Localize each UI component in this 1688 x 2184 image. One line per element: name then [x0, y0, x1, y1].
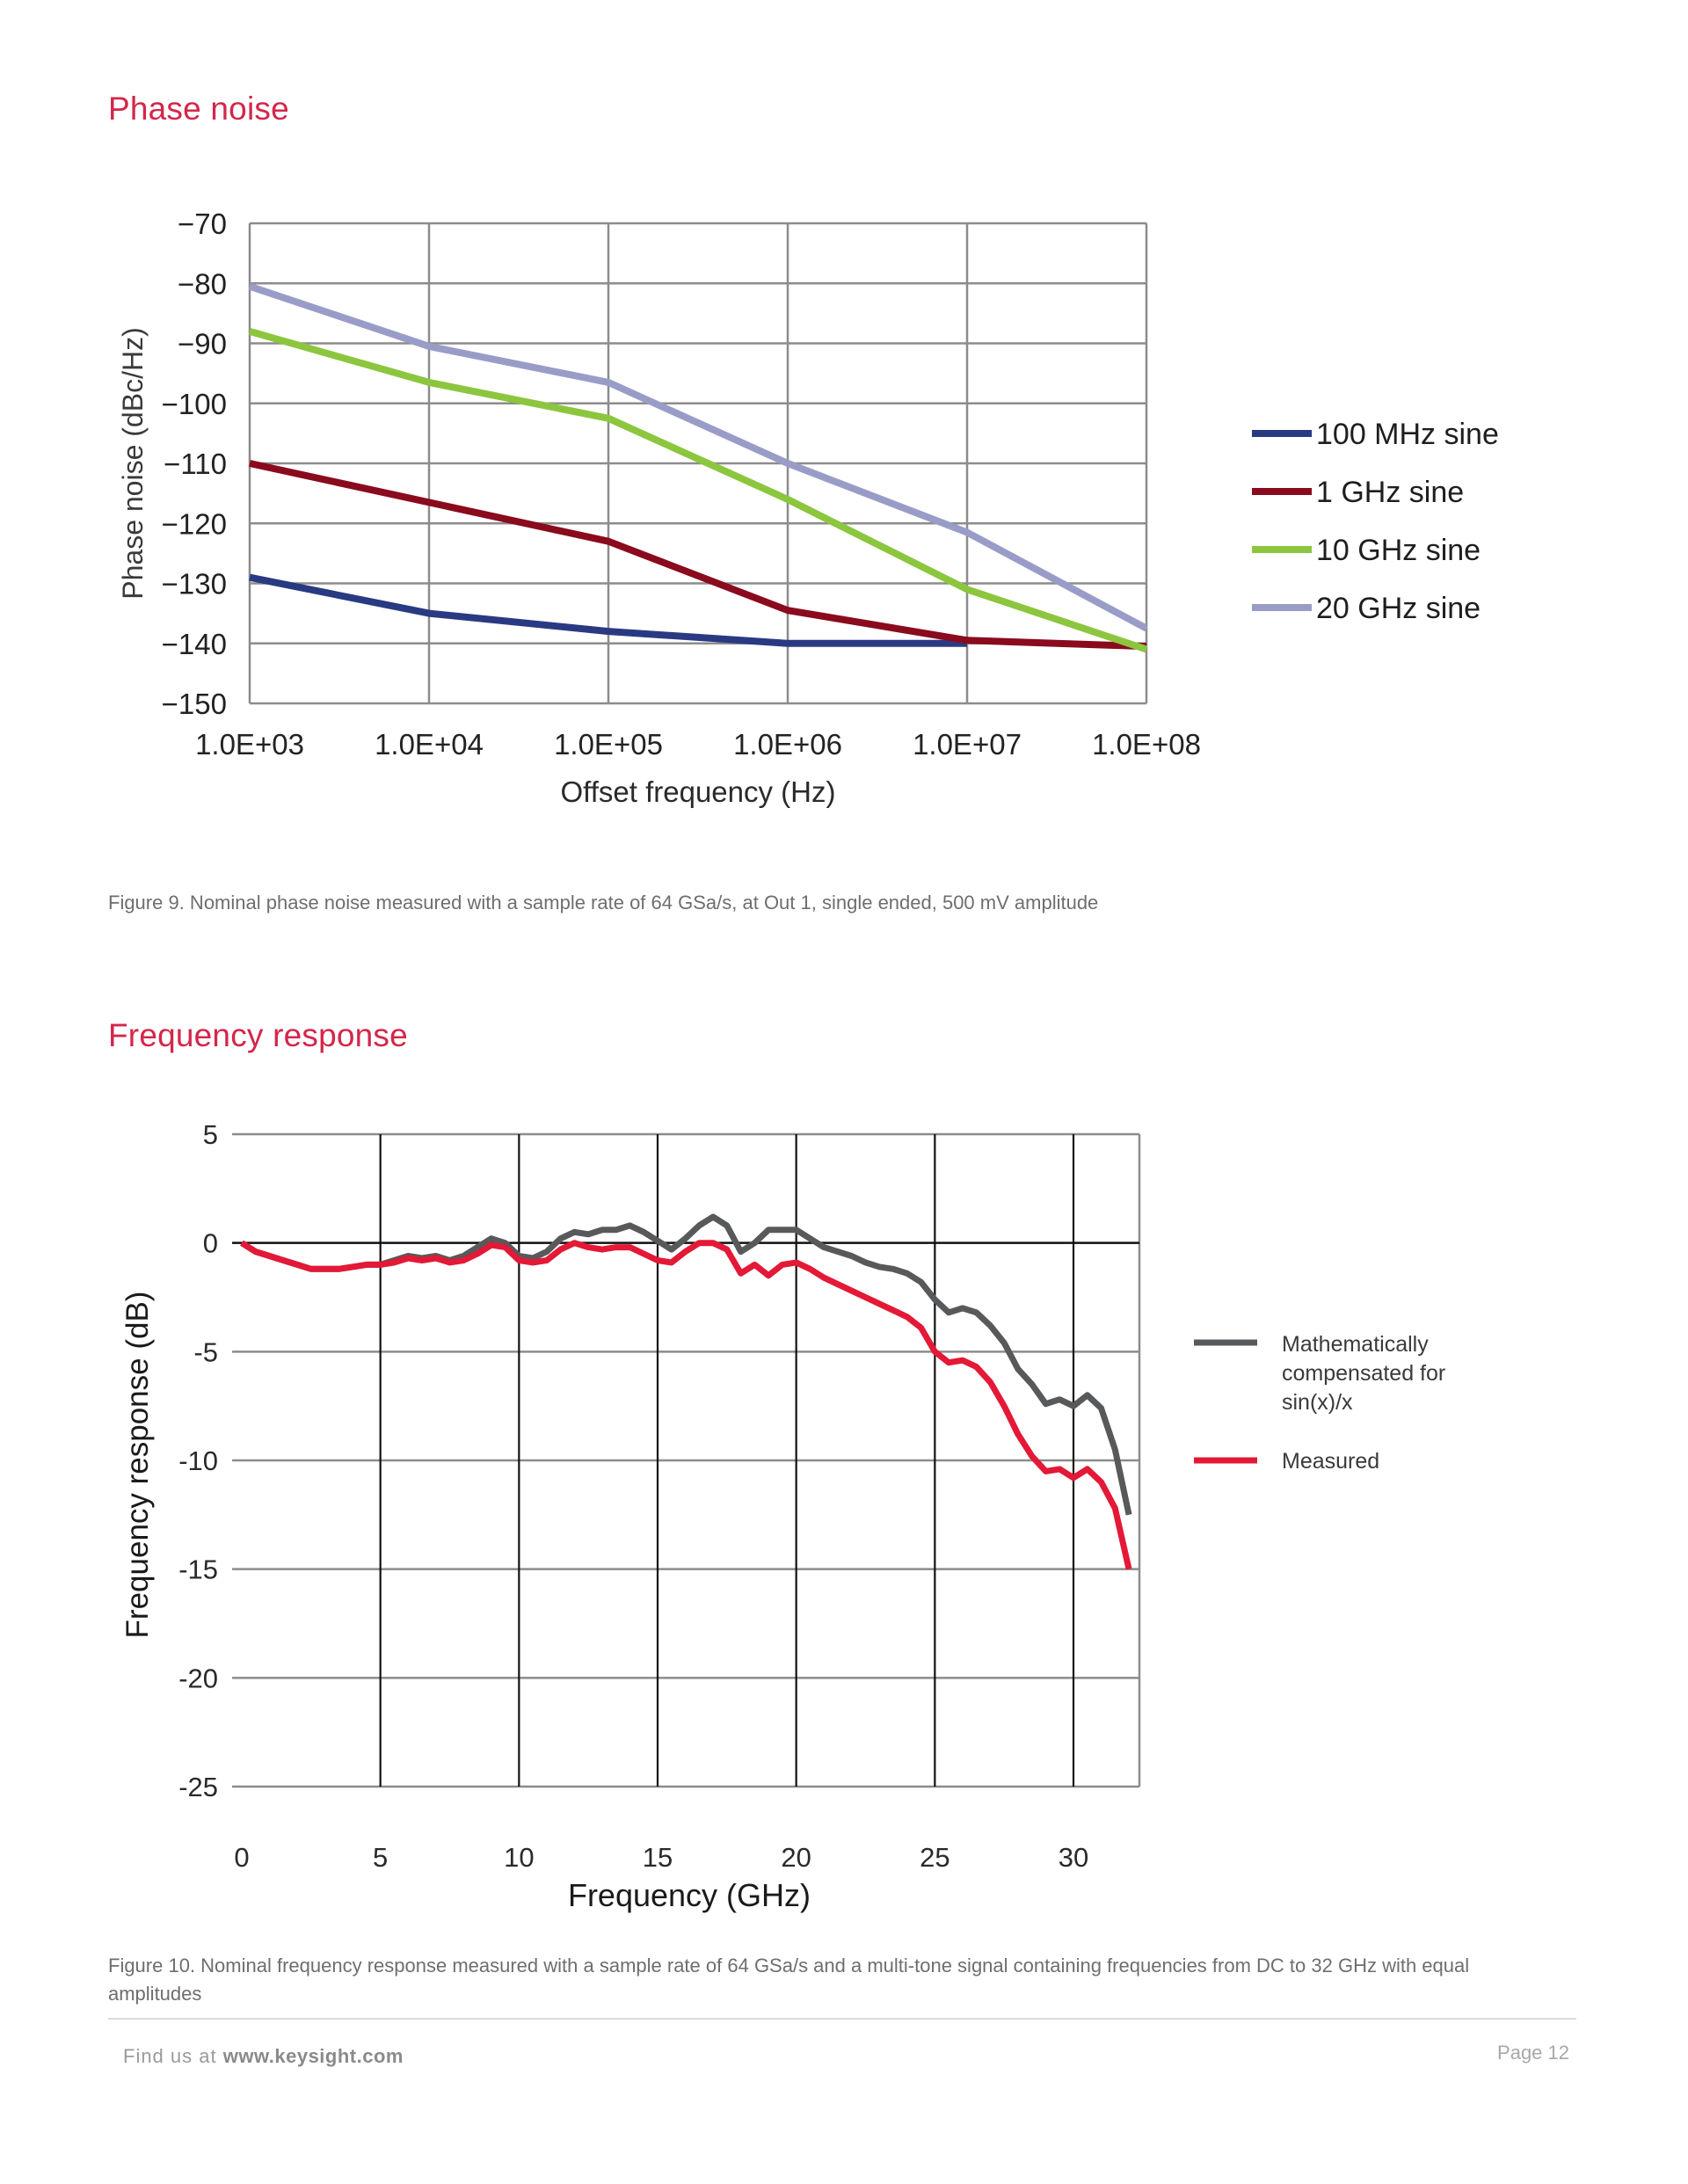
phase-noise-title: Phase noise [108, 91, 289, 127]
frequency-response-x-ticks: 0 5 10 15 20 25 30 [234, 1842, 1088, 1873]
frequency-response-y-tick-label: 5 [203, 1119, 218, 1150]
phase-noise-legend: 100 MHz sine 1 GHz sine 10 GHz sine 20 GHz … [1252, 418, 1499, 625]
frequency-response-legend-label: Measured [1282, 1449, 1379, 1474]
phase-noise-series-line [248, 328, 1148, 653]
phase-noise-legend-label: 20 GHz sine [1316, 592, 1481, 625]
frequency-response-series-line [240, 1240, 1132, 1570]
phase-noise-y-tick-label: −120 [162, 507, 227, 540]
phase-noise-y-tick-label: −100 [162, 388, 227, 420]
figure-10-caption: Figure 10. Nominal frequency response me… [108, 1955, 1470, 2005]
frequency-response-y-axis-label: Frequency response (dB) [120, 1292, 155, 1639]
frequency-response-x-tick-label: 25 [920, 1842, 950, 1873]
frequency-response-legend-label-line: compensated for [1282, 1361, 1445, 1386]
phase-noise-x-tick-label: 1.0E+03 [195, 728, 304, 761]
frequency-response-x-tick-label: 10 [504, 1842, 534, 1873]
phase-noise-series-line [249, 460, 1147, 651]
page-number: Page 12 [1497, 2042, 1569, 2064]
frequency-response-y-tick-label: -10 [178, 1445, 218, 1476]
figure-9-caption: Figure 9. Nominal phase noise measured w… [108, 892, 1099, 914]
phase-noise-y-axis-label: Phase noise (dBc/Hz) [117, 327, 149, 599]
frequency-response-x-tick-label: 5 [373, 1842, 388, 1873]
frequency-response-legend-label: Mathematically compensated for sin(x)/x [1282, 1332, 1445, 1415]
frequency-response-legend-label-line: Mathematically [1282, 1332, 1429, 1357]
phase-noise-x-ticks: 1.0E+03 1.0E+04 1.0E+05 1.0E+06 1.0E+07 1.0E+… [195, 728, 1201, 761]
phase-noise-x-tick-label: 1.0E+08 [1092, 728, 1201, 761]
frequency-response-title: Frequency response [108, 1017, 408, 1053]
frequency-response-legend: Mathematically compensated for sin(x)/x Mea… [1194, 1332, 1445, 1474]
phase-noise-x-tick-label: 1.0E+07 [913, 728, 1022, 761]
phase-noise-y-tick-label: −140 [162, 628, 227, 660]
frequency-response-series [240, 1213, 1132, 1570]
footer-find-us: Find us at www.keysight.com [123, 2045, 404, 2068]
frequency-response-chart: 5 0 -5 -10 -15 -20 -25 0 5 10 15 20 25 30 Frequency … [120, 1119, 1445, 1913]
frequency-response-y-tick-label: -25 [178, 1772, 218, 1802]
phase-noise-y-tick-label: −130 [162, 568, 227, 601]
frequency-response-legend-label-line: sin(x)/x [1282, 1390, 1353, 1415]
phase-noise-y-tick-label: −80 [178, 267, 227, 300]
phase-noise-chart: −70 −80 −90 −100 −110 −120 −130 −140 −150 1.0E+0… [117, 207, 1499, 808]
frequency-response-x-tick-label: 15 [643, 1842, 673, 1873]
frequency-response-y-tick-label: -5 [193, 1336, 218, 1367]
phase-noise-x-axis-label: Offset frequency (Hz) [560, 775, 835, 808]
phase-noise-series [248, 282, 1148, 653]
frequency-response-x-tick-label: 0 [234, 1842, 249, 1873]
footer-find-us-text: Find us at [123, 2045, 217, 2067]
phase-noise-y-tick-label: −90 [178, 328, 227, 360]
phase-noise-y-tick-label: −150 [162, 688, 227, 720]
frequency-response-y-tick-label: -20 [178, 1663, 218, 1693]
frequency-response-grid [232, 1132, 1141, 1788]
footer-divider [108, 2018, 1576, 2020]
phase-noise-legend-label: 10 GHz sine [1316, 534, 1481, 567]
phase-noise-series-line [248, 282, 1148, 632]
frequency-response-y-ticks: 5 0 -5 -10 -15 -20 -25 [178, 1119, 218, 1802]
phase-noise-x-tick-label: 1.0E+04 [375, 728, 484, 761]
phase-noise-y-tick-label: −70 [178, 207, 227, 240]
footer-website-link[interactable]: www.keysight.com [222, 2045, 404, 2067]
phase-noise-grid [248, 222, 1148, 705]
frequency-response-series-line [240, 1213, 1132, 1516]
phase-noise-x-tick-label: 1.0E+06 [733, 728, 842, 761]
phase-noise-legend-label: 1 GHz sine [1316, 476, 1464, 509]
frequency-response-x-axis-label: Frequency (GHz) [568, 1877, 811, 1913]
phase-noise-y-tick-label: −110 [164, 448, 227, 480]
phase-noise-x-tick-label: 1.0E+05 [554, 728, 663, 761]
phase-noise-legend-label: 100 MHz sine [1316, 418, 1499, 451]
phase-noise-series-line [249, 573, 967, 647]
phase-noise-y-ticks: −70 −80 −90 −100 −110 −120 −130 −140 −150 [162, 207, 227, 720]
frequency-response-x-tick-label: 30 [1059, 1842, 1088, 1873]
frequency-response-y-tick-label: 0 [203, 1228, 218, 1259]
frequency-response-y-tick-label: -15 [178, 1554, 218, 1585]
frequency-response-x-tick-label: 20 [781, 1842, 811, 1873]
